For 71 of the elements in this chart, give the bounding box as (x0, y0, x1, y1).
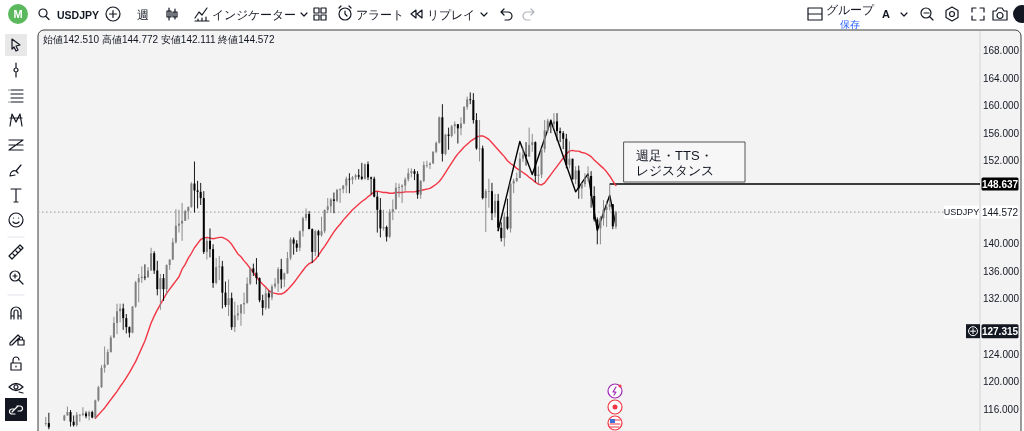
y-tick-label: 136.000 (982, 265, 1020, 277)
candlestick (47, 412, 50, 430)
candlestick (528, 127, 531, 158)
candlestick (339, 187, 342, 204)
text: アラート (356, 8, 404, 22)
text: リプレイ (427, 8, 475, 22)
annotation: 週足・TTS・レジスタンス (636, 148, 714, 178)
candlestick (525, 141, 528, 167)
candlestick (150, 247, 153, 271)
candlestick (376, 191, 379, 234)
candlestick (205, 237, 208, 260)
candlestick (614, 210, 617, 230)
text: 週 (137, 8, 149, 22)
ref-line-label: 144.572 (981, 206, 1019, 218)
text: A (882, 8, 891, 20)
candlestick (81, 406, 84, 417)
candlestick (85, 410, 88, 419)
candlestick (320, 216, 323, 238)
candlestick (394, 182, 397, 211)
candlestick (233, 301, 236, 333)
candlestick (503, 212, 506, 247)
candlestick (116, 303, 119, 335)
text: M (13, 8, 23, 20)
candlestick (289, 236, 292, 261)
candlestick (494, 193, 497, 218)
y-tick-label: 160.000 (982, 100, 1020, 112)
candlestick (196, 180, 199, 209)
candlestick (277, 266, 280, 293)
candlestick (317, 229, 320, 258)
candlestick (518, 152, 521, 179)
candlestick (314, 229, 317, 257)
text: グループ (826, 2, 875, 17)
candlestick (143, 263, 146, 281)
y-tick-label: 140.000 (982, 238, 1020, 250)
line-series (94, 135, 617, 419)
ref-line-label: 148.637 (981, 178, 1019, 190)
candlestick (255, 257, 258, 285)
candlestick (44, 416, 47, 427)
candlestick (264, 287, 267, 311)
candlestick (453, 120, 456, 135)
chart-title: USDJPY (57, 8, 100, 21)
y-tick-label: 168.000 (982, 44, 1020, 56)
candlestick (311, 227, 314, 264)
candlestick (602, 199, 605, 227)
candlestick (490, 182, 493, 221)
y-tick-label: 132.000 (982, 293, 1020, 305)
candlestick (608, 183, 611, 211)
candlestick (162, 273, 165, 302)
candlestick (444, 133, 447, 156)
candlestick (599, 215, 602, 245)
y-tick-label: 120.000 (982, 376, 1020, 388)
text: 保存 (840, 18, 860, 30)
candlestick (478, 119, 481, 162)
candlestick (568, 141, 571, 169)
annotation: USDJPY (943, 207, 980, 218)
candlestick (487, 178, 490, 209)
annotation: 始値142.510 高値144.772 安値142.111 終値144.572 (43, 34, 275, 45)
y-tick-label: 124.000 (982, 348, 1020, 360)
y-tick-label: 164.000 (982, 72, 1020, 84)
candlestick (552, 112, 555, 129)
candlestick (218, 255, 221, 281)
candlestick (286, 251, 289, 275)
y-tick-label: 152.000 (982, 155, 1020, 167)
candlestick (267, 290, 270, 309)
annotation: 127.315 (981, 325, 1019, 337)
text: インジケーター (212, 8, 296, 22)
candlestick (122, 303, 125, 331)
candlestick (215, 257, 218, 285)
y-tick-label: 156.000 (982, 127, 1020, 139)
candlestick (159, 273, 162, 311)
y-tick-label: 116.000 (983, 403, 1020, 415)
